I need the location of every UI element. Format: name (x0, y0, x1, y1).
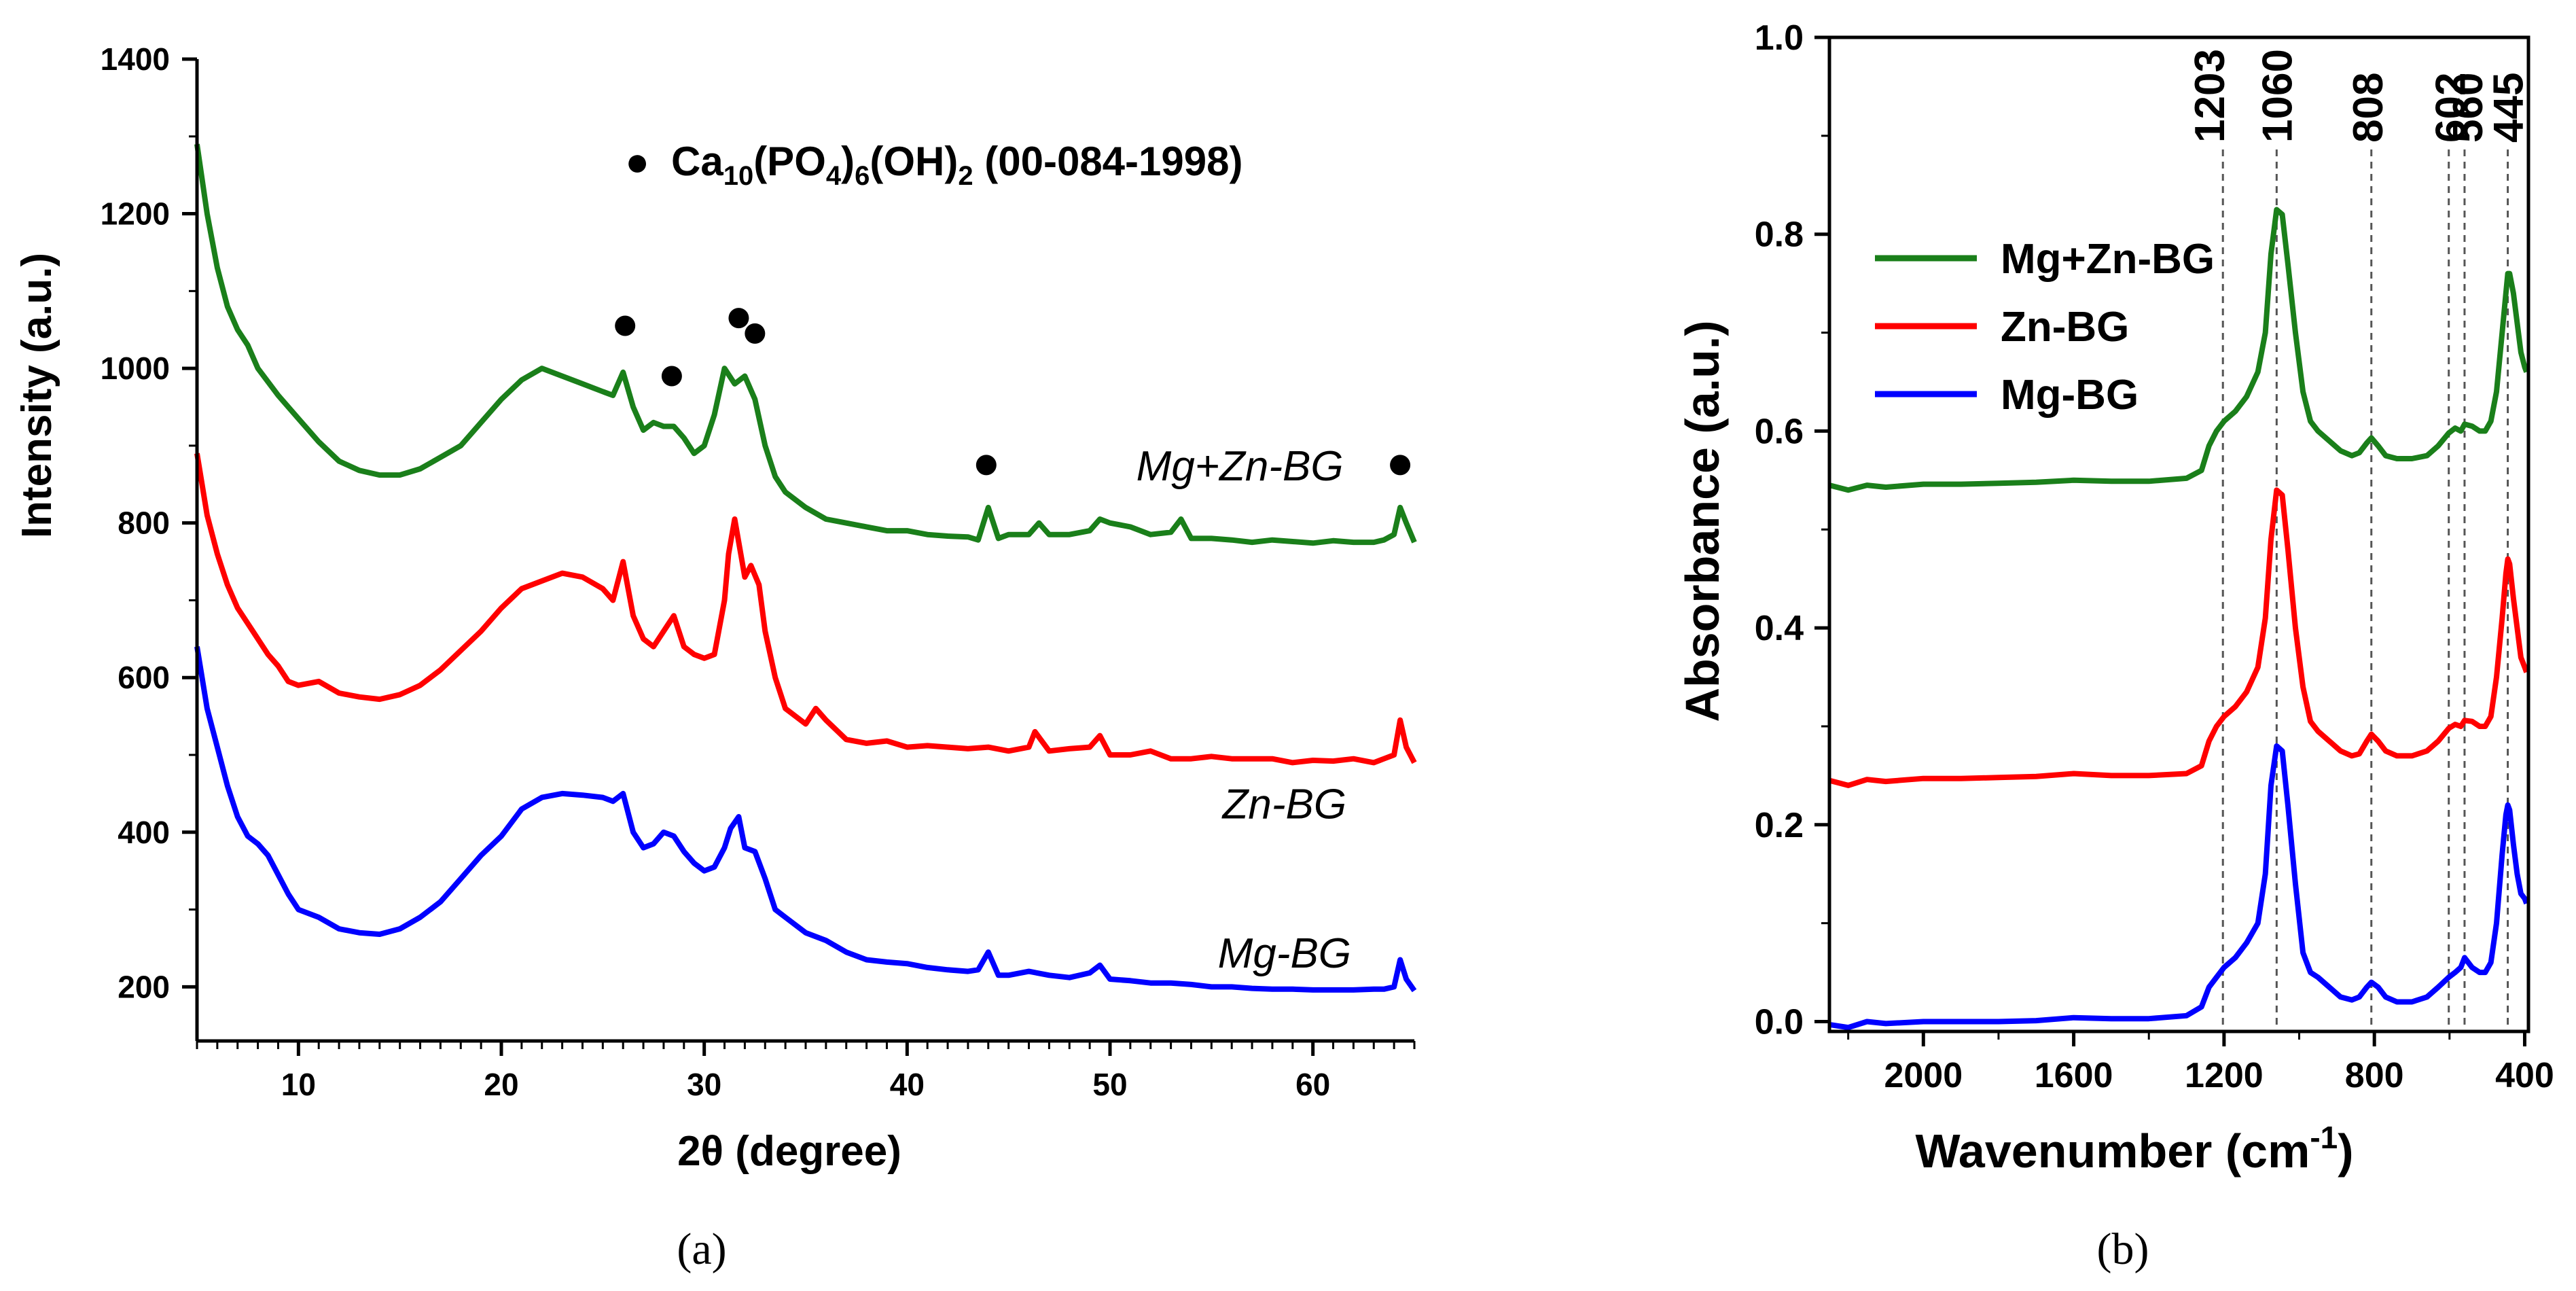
b-x-tick-label-800: 800 (2345, 1056, 2404, 1095)
panel-b-axes: 2000 1600 1200 800 400 0.0 0.2 0.4 0.6 0.8 1.0 (1755, 18, 2554, 1095)
b-y-tick-label-2: 0.4 (1755, 609, 1804, 648)
panel-a-series-labels: Mg+Zn-BG Zn-BG Mg-BG (1137, 443, 1351, 977)
peak-marker-0 (615, 315, 636, 336)
phase-key-marker: ● (625, 139, 649, 184)
panel-a-axes: 10 20 30 40 50 60 200 400 600 800 1000 1200 1400 (101, 41, 1416, 1102)
panel-a-phase-key: ● Ca10(PO4)6(OH)2 (00-084-1998) (625, 139, 1243, 191)
ftir-line-mg-bg (1829, 743, 2529, 1031)
panel-a: 10 20 30 40 50 60 200 400 600 800 1000 1200 1400 Mg+… (14, 41, 1417, 1274)
panel-a-xlabel: 2θ (degree) (677, 1128, 901, 1175)
y-tick-label-600: 600 (118, 660, 170, 695)
ftir-line-mg-zn-bg (1828, 207, 2529, 493)
x-tick-label-50: 50 (1092, 1067, 1127, 1102)
xlabel-end: ) (2338, 1125, 2353, 1178)
legend-label-mg-zn-bg: Mg+Zn-BG (2001, 236, 2215, 283)
formula-sub-2: 2 (958, 161, 973, 191)
xrd-line-mg-zn-bg (194, 143, 1417, 546)
panel-b-reference-lines (2221, 149, 2509, 1031)
ref-label-602: 602 (2428, 73, 2475, 143)
x-tick-label-10: 10 (281, 1067, 316, 1102)
ref-label-445: 445 (2486, 73, 2533, 143)
panel-a-series-lines (194, 143, 1417, 993)
panel-a-peak-markers (615, 308, 1411, 476)
ref-label-1203: 1203 (2187, 49, 2234, 143)
y-tick-label-400: 400 (118, 815, 170, 850)
xlabel-sup: -1 (2310, 1120, 2338, 1155)
formula-sub-4: 4 (826, 161, 842, 191)
b-y-tick-label-5: 1.0 (1755, 18, 1804, 58)
xrd-label-mg-bg: Mg-BG (1218, 930, 1351, 977)
formula-oh: (OH) (870, 139, 958, 184)
panel-a-ylabel: Intensity (a.u.) (14, 253, 60, 538)
y-tick-label-200: 200 (118, 969, 170, 1004)
ftir-line-zn-bg (1828, 487, 2529, 788)
b-x-tick-label-2000: 2000 (1884, 1056, 1963, 1095)
b-y-tick-label-0: 0.0 (1755, 1003, 1804, 1042)
panel-b-frame (1827, 35, 2530, 1033)
x-tick-label-60: 60 (1295, 1067, 1330, 1102)
panel-b-series-lines (1828, 207, 2529, 1031)
xlabel-main: Wavenumber (cm (1915, 1125, 2310, 1178)
formula-code: (00-084-1998) (973, 139, 1243, 184)
xrd-line-mg-bg (194, 646, 1417, 993)
panel-b-ylabel: Absorbance (a.u.) (1676, 320, 1729, 722)
xrd-line-zn-bg (194, 453, 1417, 766)
ref-label-808: 808 (2345, 73, 2392, 143)
formula-ca: Ca (671, 139, 723, 184)
b-y-tick-label-3: 0.6 (1755, 412, 1804, 451)
phase-key-formula: Ca10(PO4)6(OH)2 (00-084-1998) (671, 139, 1243, 191)
y-tick-label-1400: 1400 (101, 41, 170, 77)
b-y-tick-label-4: 0.8 (1755, 215, 1804, 255)
y-tick-label-800: 800 (118, 506, 170, 541)
b-x-tick-label-1600: 1600 (2035, 1056, 2113, 1095)
panel-b-legend: Mg+Zn-BG Zn-BG Mg-BG (1875, 236, 2215, 419)
formula-po: (PO (753, 139, 826, 184)
peak-marker-5 (1390, 455, 1411, 476)
panel-a-caption: (a) (677, 1224, 726, 1274)
xrd-label-mg-zn-bg: Mg+Zn-BG (1137, 443, 1344, 490)
x-tick-label-40: 40 (890, 1067, 925, 1102)
peak-marker-2 (728, 308, 749, 329)
peak-marker-3 (745, 323, 766, 344)
formula-sub-10: 10 (723, 161, 754, 191)
ref-label-560: 560 (2445, 73, 2492, 143)
peak-marker-4 (976, 455, 997, 476)
panel-b: 2000 1600 1200 800 400 0.0 0.2 0.4 0.6 0.8 1.0 120… (1676, 18, 2554, 1274)
panel-b-caption: (b) (2097, 1224, 2149, 1274)
y-tick-label-1000: 1000 (101, 351, 170, 386)
legend-label-mg-bg: Mg-BG (2001, 372, 2139, 419)
panel-b-xlabel: Wavenumber (cm-1) (1915, 1120, 2353, 1178)
peak-marker-1 (661, 366, 682, 387)
xrd-label-zn-bg: Zn-BG (1221, 781, 1347, 828)
legend-label-zn-bg: Zn-BG (2001, 304, 2129, 351)
x-tick-label-30: 30 (687, 1067, 721, 1102)
b-y-tick-label-1: 0.2 (1755, 806, 1804, 845)
formula-sub-6: 6 (855, 161, 870, 191)
formula-close: ) (841, 139, 855, 184)
x-tick-label-20: 20 (484, 1067, 518, 1102)
b-x-tick-label-1200: 1200 (2185, 1056, 2264, 1095)
y-tick-label-1200: 1200 (101, 196, 170, 232)
ref-label-1060: 1060 (2254, 49, 2301, 143)
b-x-tick-label-400: 400 (2495, 1056, 2554, 1095)
